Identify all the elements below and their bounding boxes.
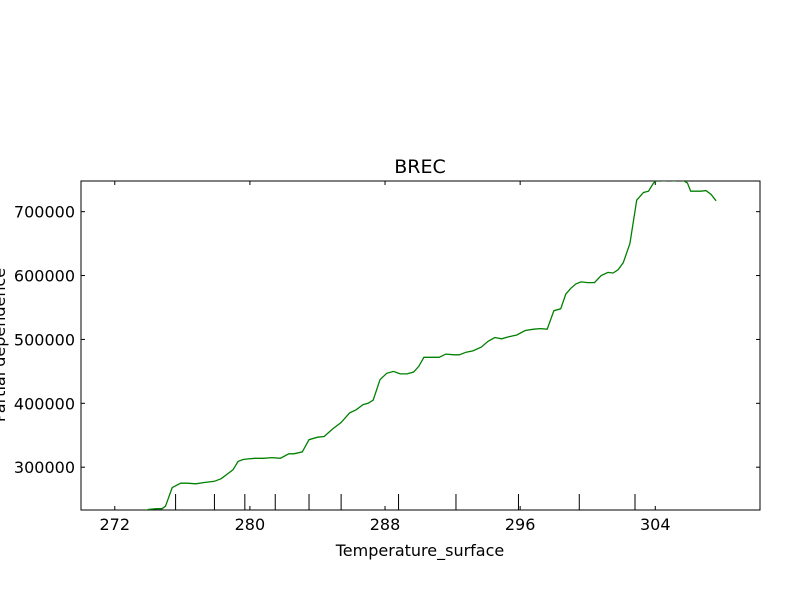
decile-markers bbox=[175, 494, 636, 510]
y-tick-label: 300000 bbox=[14, 458, 75, 477]
x-tick-label: 288 bbox=[370, 515, 401, 534]
y-tick-label: 700000 bbox=[14, 203, 75, 222]
x-axis-ticks: 272 280 288 296 304 bbox=[100, 181, 671, 534]
y-axis-ticks: 300000 400000 500000 600000 700000 bbox=[14, 203, 760, 477]
y-tick-label: 600000 bbox=[14, 267, 75, 286]
x-tick-label: 304 bbox=[640, 515, 671, 534]
x-tick-label: 272 bbox=[100, 515, 131, 534]
x-tick-label: 296 bbox=[505, 515, 536, 534]
chart-title: BREC bbox=[394, 156, 446, 178]
x-tick-label: 280 bbox=[235, 515, 266, 534]
x-axis-label: Temperature_surface bbox=[335, 541, 504, 561]
y-tick-label: 500000 bbox=[14, 330, 75, 349]
plot-frame bbox=[80, 180, 761, 511]
series-line bbox=[145, 181, 717, 510]
y-tick-label: 400000 bbox=[14, 394, 75, 413]
y-axis-label: Partial dependence bbox=[0, 268, 9, 422]
